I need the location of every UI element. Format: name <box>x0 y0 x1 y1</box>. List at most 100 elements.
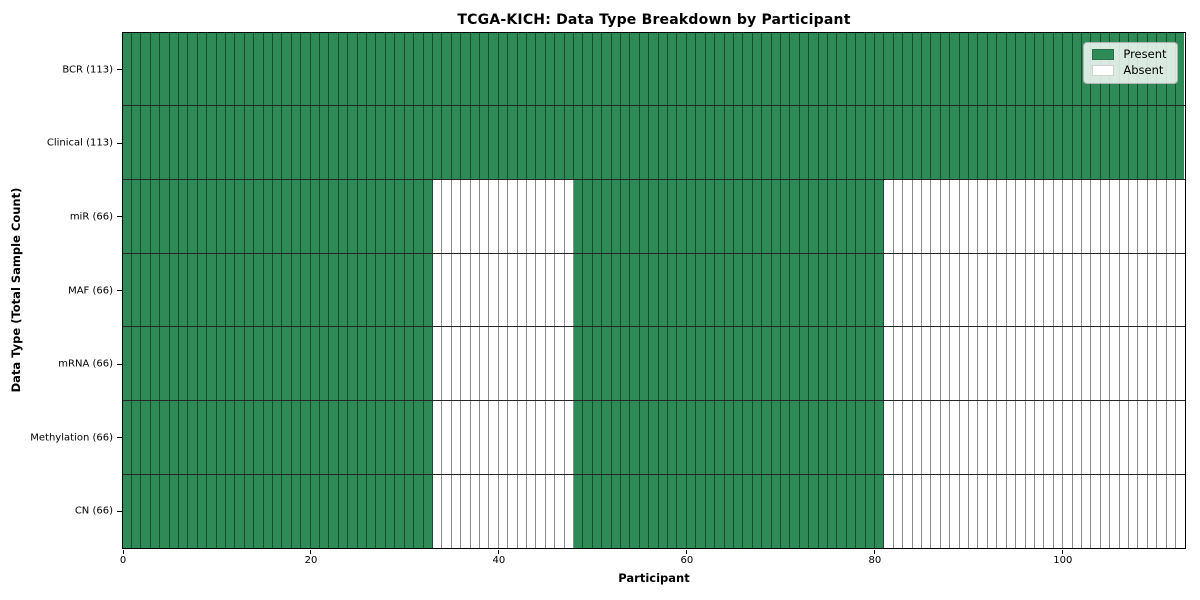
matrix-cell <box>244 253 255 327</box>
matrix-cell <box>912 179 923 253</box>
matrix-cell <box>461 327 471 401</box>
matrix-cell <box>207 179 217 253</box>
matrix-cell <box>320 32 330 106</box>
matrix-cell <box>536 253 546 327</box>
matrix-cell <box>997 106 1007 179</box>
matrix-cell <box>611 32 622 106</box>
matrix-cell <box>658 179 669 253</box>
matrix-cell <box>686 474 697 548</box>
matrix-cell <box>216 179 226 253</box>
matrix-cell <box>668 106 678 179</box>
matrix-cell <box>150 106 161 179</box>
matrix-cell <box>414 474 424 548</box>
matrix-cell <box>376 179 386 253</box>
matrix-cell <box>1034 32 1045 106</box>
matrix-cell <box>404 474 415 548</box>
matrix-cell <box>432 253 443 327</box>
matrix-cell <box>178 327 189 401</box>
matrix-cell <box>555 32 565 106</box>
matrix-cell <box>235 401 245 474</box>
y-tick-label-miR: miR (66) <box>69 211 113 223</box>
matrix-cell <box>912 106 923 179</box>
matrix-cell <box>320 179 330 253</box>
matrix-cell <box>649 253 659 327</box>
matrix-cell <box>969 253 979 327</box>
matrix-cell <box>752 179 763 253</box>
matrix-cell <box>423 32 433 106</box>
matrix-cell <box>696 32 706 106</box>
matrix-cell <box>197 32 208 106</box>
matrix-cell <box>432 32 443 106</box>
matrix-cell <box>940 327 951 401</box>
matrix-cell <box>432 106 443 179</box>
matrix-cell <box>216 327 226 401</box>
matrix-cell <box>931 253 941 327</box>
matrix-cell <box>235 179 245 253</box>
matrix-cell <box>790 253 800 327</box>
matrix-cell <box>1025 474 1035 548</box>
matrix-cell <box>385 327 396 401</box>
matrix-cell <box>733 401 744 474</box>
matrix-cell <box>649 32 659 106</box>
matrix-cell <box>131 401 142 474</box>
matrix-cell <box>244 327 255 401</box>
matrix-cell <box>451 401 462 474</box>
matrix-cell <box>169 401 179 474</box>
matrix-cell <box>178 32 189 106</box>
matrix-cell <box>846 32 857 106</box>
matrix-cell <box>762 179 772 253</box>
matrix-cell <box>771 179 781 253</box>
matrix-cell <box>733 474 744 548</box>
matrix-cell <box>959 253 970 327</box>
matrix-cell <box>780 179 791 253</box>
matrix-cell <box>827 253 838 327</box>
matrix-cell <box>1100 106 1111 179</box>
matrix-cell <box>743 327 753 401</box>
matrix-cell <box>1166 327 1176 401</box>
matrix-cell <box>621 32 631 106</box>
matrix-cell <box>395 327 405 401</box>
matrix-cell <box>790 474 800 548</box>
matrix-cell <box>301 401 311 474</box>
matrix-cell <box>1157 253 1167 327</box>
matrix-cell <box>733 179 744 253</box>
matrix-cell <box>856 253 866 327</box>
matrix-cell <box>414 253 424 327</box>
matrix-cell <box>1081 253 1092 327</box>
matrix-cell <box>686 253 697 327</box>
matrix-cell <box>1081 179 1092 253</box>
matrix-cell <box>743 474 753 548</box>
matrix-cell <box>931 106 941 179</box>
matrix-cell <box>197 253 208 327</box>
matrix-cell <box>545 474 556 548</box>
matrix-cell <box>367 179 377 253</box>
matrix-cell <box>733 327 744 401</box>
matrix-cell <box>320 106 330 179</box>
matrix-cell <box>592 179 603 253</box>
matrix-cell <box>818 106 828 179</box>
matrix-cell <box>856 179 866 253</box>
matrix-cell <box>846 179 857 253</box>
matrix-cell <box>639 32 650 106</box>
matrix-cell <box>1176 474 1185 548</box>
matrix-cell <box>1025 253 1035 327</box>
matrix-cell <box>987 401 998 474</box>
matrix-cell <box>395 179 405 253</box>
matrix-cell <box>893 106 904 179</box>
matrix-cell <box>1006 32 1017 106</box>
matrix-cell <box>1034 327 1045 401</box>
matrix-cell <box>216 32 226 106</box>
matrix-cell <box>987 327 998 401</box>
matrix-cell <box>950 253 960 327</box>
matrix-cell <box>583 401 593 474</box>
matrix-cell <box>724 327 734 401</box>
matrix-cell <box>630 253 640 327</box>
matrix-cell <box>263 401 273 474</box>
matrix-cell <box>1053 253 1064 327</box>
matrix-cell <box>583 474 593 548</box>
matrix-cell <box>376 401 386 474</box>
matrix-cell <box>329 179 339 253</box>
matrix-cell <box>1044 253 1054 327</box>
matrix-cell <box>875 401 885 474</box>
